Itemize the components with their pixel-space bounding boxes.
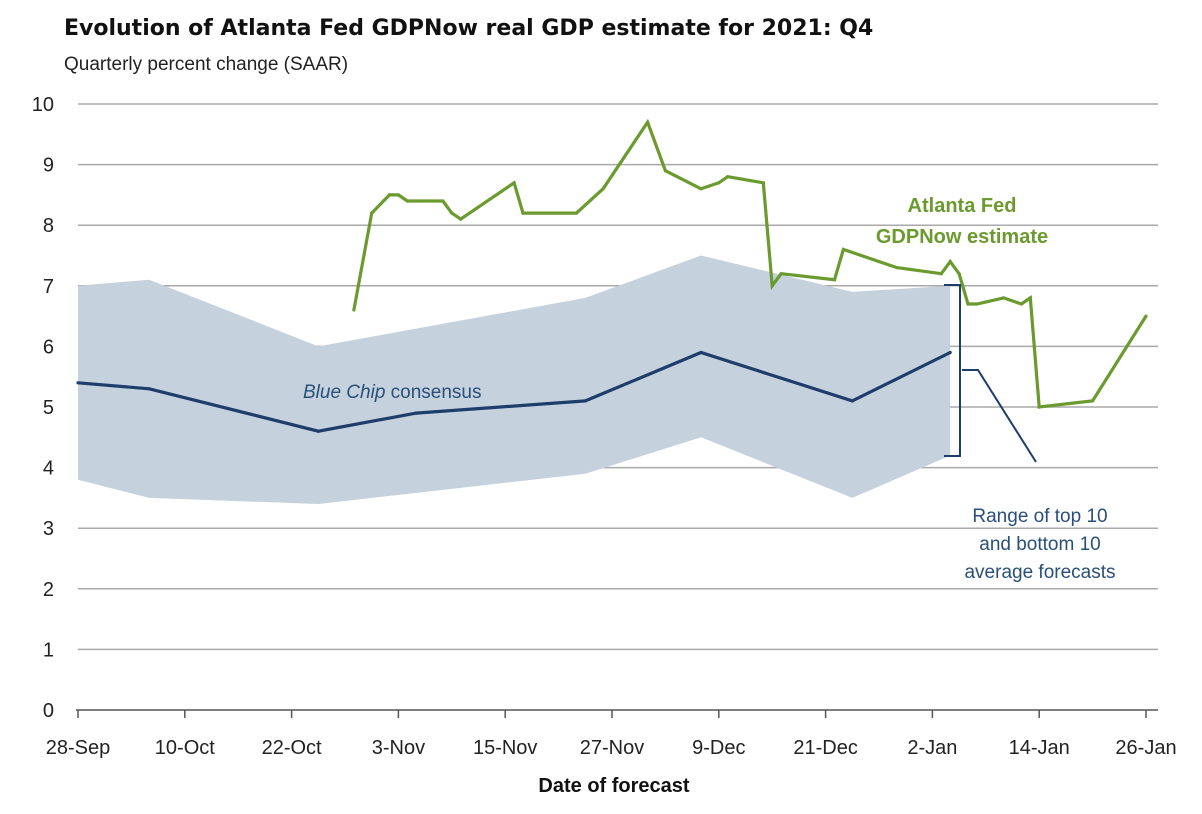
series-0-point-3 (396, 193, 400, 197)
gdpnow-label-line2: GDPNow estimate (876, 226, 1048, 248)
series-0-point-27 (975, 302, 979, 306)
series-1-point-2 (316, 429, 320, 433)
series-0-point-14 (699, 187, 703, 191)
series-0-point-19 (779, 272, 783, 276)
y-tick-label: 7 (43, 276, 54, 298)
series-0-point-25 (957, 272, 961, 276)
y-tick-label: 0 (43, 700, 54, 722)
series-0-point-30 (1028, 296, 1032, 300)
range-label-line2: and bottom 10 (979, 534, 1100, 555)
series-0-point-8 (512, 181, 516, 185)
range-label-line3: average forecasts (964, 562, 1115, 583)
series-0-point-4 (405, 199, 409, 203)
axes: 0 1 2 3 4 5 6 7 8 9 10 28-Sep 10-Oct 22-Oct 3-Nov 15-No… (32, 94, 1177, 759)
series-group (76, 118, 1148, 433)
series-0-point-1 (370, 211, 374, 215)
x-tick-label: 28-Sep (46, 737, 111, 759)
x-tick-label: 3-Nov (372, 737, 425, 759)
y-tick-label: 2 (43, 579, 54, 601)
series-0-point-13 (663, 169, 668, 173)
series-1-point-7 (948, 350, 952, 355)
series-0-point-7 (459, 217, 463, 221)
range-band-group (78, 255, 951, 504)
y-tick-label: 8 (43, 215, 54, 237)
series-0-point-21 (841, 247, 846, 251)
series-0-point-26 (966, 302, 970, 306)
series-0-point-6 (450, 211, 454, 215)
y-tick-label: 3 (43, 518, 54, 540)
series-0-point-10 (574, 211, 579, 215)
series-0-point-32 (1091, 399, 1095, 403)
annotations: Atlanta Fed GDPNow estimate Blue Chip co… (303, 195, 1116, 583)
series-0-point-28 (1002, 296, 1006, 300)
y-tick-label: 6 (43, 336, 54, 358)
x-axis-label: Date of forecast (538, 775, 689, 797)
x-tick-label: 21-Dec (793, 737, 857, 759)
series-0-point-22 (895, 266, 899, 270)
x-tick-label: 10-Oct (155, 737, 215, 759)
x-tick-label: 26-Jan (1115, 737, 1176, 759)
series-0-point-2 (387, 193, 392, 197)
chart-title: Evolution of Atlanta Fed GDPNow real GDP… (64, 16, 874, 41)
x-tick-label: 22-Oct (262, 737, 322, 759)
bluechip-label: Blue Chip consensus (303, 382, 482, 403)
series-0-point-29 (1019, 302, 1024, 306)
x-tick-label: 14-Jan (1009, 737, 1070, 759)
series-1-point-6 (850, 399, 854, 403)
series-1-point-1 (147, 387, 151, 391)
y-tick-label: 4 (43, 458, 54, 480)
series-0-point-18 (770, 284, 774, 288)
gdpnow-label-line1: Atlanta Fed (908, 195, 1017, 217)
range-label-line1: Range of top 10 (972, 506, 1107, 527)
chart-subtitle: Quarterly percent change (SAAR) (64, 54, 349, 75)
series-1-point-3 (414, 411, 418, 415)
bluechip-label-rest: consensus (385, 382, 481, 403)
y-tick-label: 1 (43, 639, 54, 661)
series-0-point-5 (441, 199, 445, 203)
x-tick-label: 15-Nov (473, 737, 537, 759)
x-tick-label: 9-Dec (692, 737, 745, 759)
series-0-point-33 (1144, 314, 1148, 318)
series-0-point-31 (1037, 405, 1041, 409)
series-0-point-0 (352, 308, 356, 312)
series-line-0 (352, 118, 1148, 409)
series-line-1 (77, 350, 951, 433)
range-band (78, 255, 951, 504)
series-0-point-15 (717, 181, 721, 185)
series-0-point-11 (601, 187, 605, 191)
series-0-point-16 (726, 175, 730, 179)
series-1-point-4 (583, 399, 587, 403)
bluechip-label-italic: Blue Chip (303, 382, 385, 403)
series-1-point-0 (76, 381, 80, 385)
series-0-point-17 (761, 181, 765, 185)
series-0-point-24 (948, 260, 952, 264)
y-tick-label: 5 (43, 397, 54, 419)
x-tick-label: 2-Jan (907, 737, 957, 759)
series-0-point-23 (939, 272, 943, 276)
range-bracket (944, 284, 961, 457)
y-tick-label: 9 (43, 155, 54, 177)
series-0-point-20 (832, 278, 837, 282)
x-tick-label: 27-Nov (580, 737, 644, 759)
series-0-point-12 (646, 120, 650, 124)
series-0-point-9 (521, 211, 525, 215)
range-leader-line (962, 369, 1037, 463)
y-tick-label: 10 (32, 94, 54, 116)
series-1-point-5 (699, 350, 703, 355)
